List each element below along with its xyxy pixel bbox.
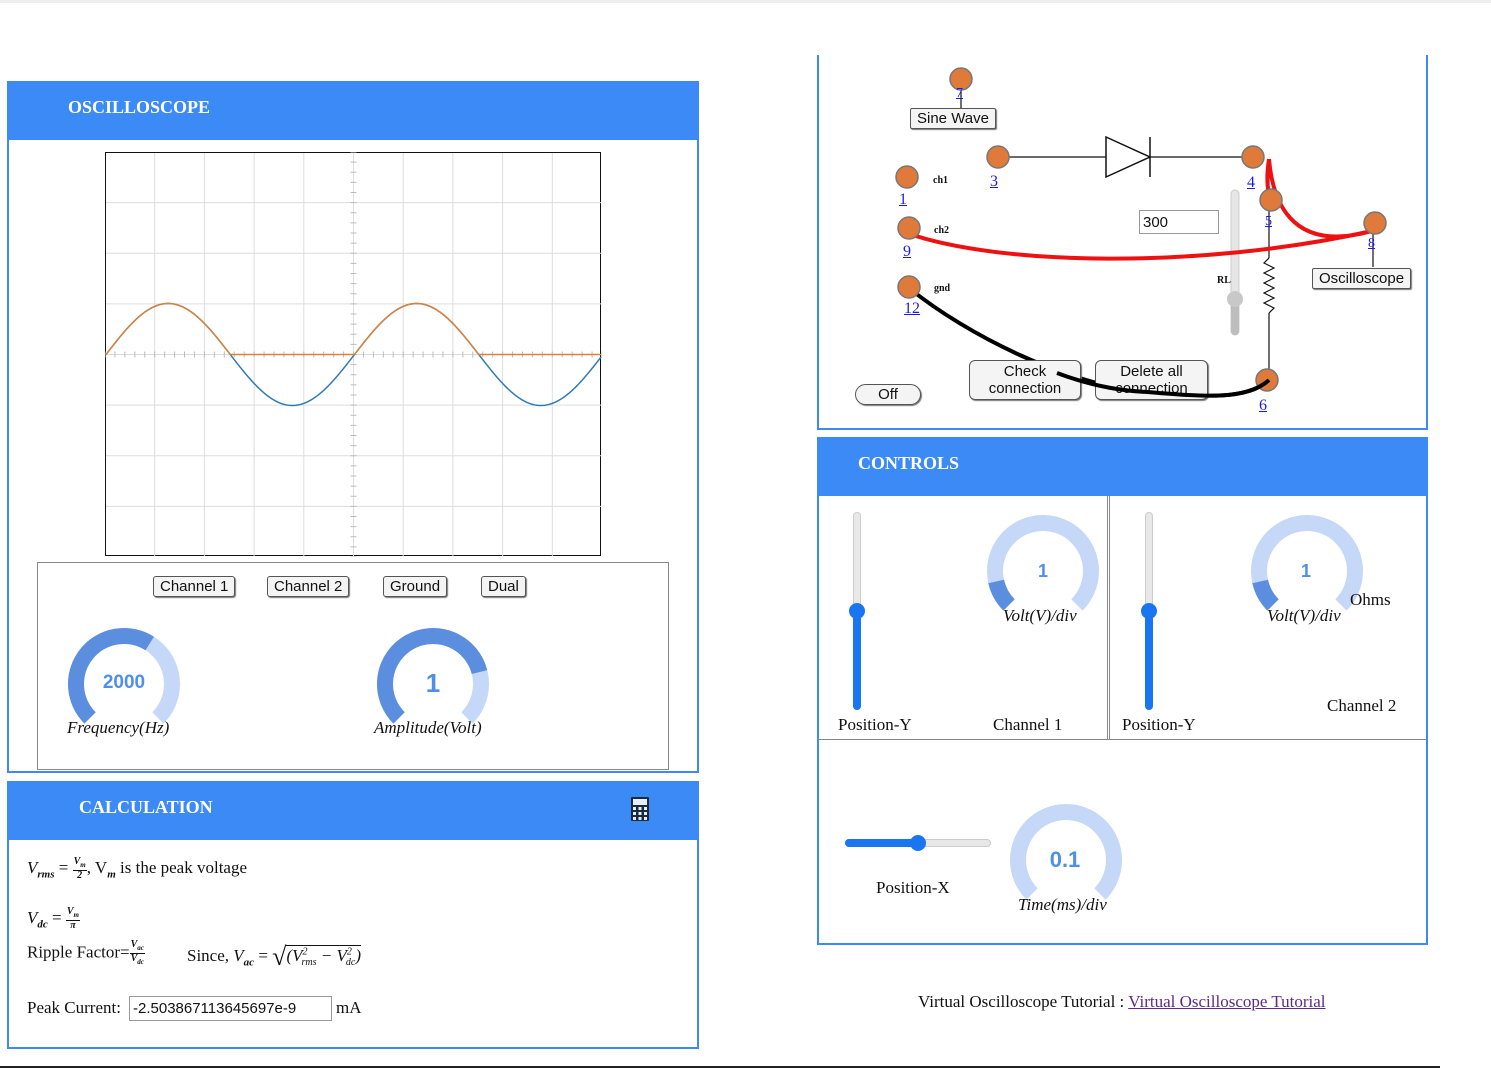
knob-track [987,515,1099,611]
node-4 [1241,145,1265,169]
amplitude-knob[interactable] [372,624,494,724]
bottom-rule [0,1066,1440,1068]
ch2-position-label: Position-Y [1122,715,1196,734]
amplitude-label: Amplitude(Volt) [374,718,482,737]
ch2-label: ch2 [934,225,949,236]
knob-fill [68,628,154,724]
ground-button[interactable]: Ground [383,576,448,597]
rl-slider-thumb [1227,291,1243,307]
peak-current-unit: mA [336,998,362,1017]
vrms-formula: Vrms = Vm 2, Vm is the peak voltage [27,856,248,881]
node-8-label[interactable]: 8 [1368,236,1375,251]
node-6 [1255,368,1279,392]
frequency-value: 2000 [102,672,146,693]
x-position-thumb[interactable] [910,835,926,851]
frequency-label: Frequency(Hz) [67,718,170,737]
ch1-position-fill [853,611,861,710]
ch1-position-label: Position-Y [838,715,912,734]
knob-fill [1252,579,1280,611]
vdc-formula: Vdc = Vm π [27,906,80,931]
ch1-volt-label: Volt(V)/div [1003,606,1077,625]
knob-fill [377,628,488,724]
off-button[interactable]: Off [855,384,921,405]
circuit-panel [817,55,1428,430]
node-12 [897,275,921,299]
node-3 [986,145,1010,169]
gnd-label: gnd [934,283,951,294]
node-9 [897,216,921,240]
knob-fill [988,579,1016,611]
channel1-trace [105,302,601,356]
oscilloscope-title: OSCILLOSCOPE [68,97,211,117]
node-12-label[interactable]: 12 [904,300,920,317]
node-3-label[interactable]: 3 [990,173,998,190]
since-label: Since, [187,945,234,965]
node-5 [1259,188,1283,212]
controls-header: CONTROLS [817,437,1428,496]
vrms-desc-tail: is the peak voltage [115,857,248,877]
node-7-label[interactable]: 7 [956,86,963,101]
calculator-icon[interactable] [631,797,649,821]
controls-divider-v [1107,496,1110,740]
check-connection-button[interactable]: Check connection [969,360,1081,400]
ch2-volt-value: 1 [1300,561,1311,581]
vrms-desc-sub: m [107,868,116,881]
node-4-label[interactable]: 4 [1247,174,1255,191]
rl-label: RL [1217,275,1231,286]
calculation-header: CALCULATION [7,781,699,840]
ch1-label: ch1 [933,175,948,186]
diode-icon [1105,135,1152,179]
node-5-label[interactable]: 5 [1265,214,1272,229]
node-9-label[interactable]: 9 [903,243,911,260]
node-1-label[interactable]: 1 [899,191,907,208]
controls-divider-h [819,739,1426,740]
node-1 [895,165,919,189]
time-label: Time(ms)/div [1018,895,1107,914]
frequency-knob[interactable] [63,624,185,724]
peak-current-label: Peak Current: [27,998,121,1017]
amplitude-value: 1 [425,668,441,698]
peak-current-input[interactable] [129,996,332,1021]
footer-text: Virtual Oscilloscope Tutorial : [918,992,1129,1011]
channel2-button[interactable]: Channel 2 [267,576,350,597]
oscilloscope-header: OSCILLOSCOPE [7,81,699,140]
ch1-volt-value: 1 [1037,561,1048,581]
footer-link[interactable]: Virtual Oscilloscope Tutorial [1128,992,1326,1011]
footer: Virtual Oscilloscope Tutorial : Virtual … [918,992,1326,1012]
x-position-fill [845,839,918,847]
ch1-position-thumb[interactable] [849,603,865,619]
oscilloscope-screen [105,152,602,557]
controls-title: CONTROLS [858,453,960,473]
ch2-position-fill [1145,611,1153,710]
since-formula: Since, Vac = √(V2rms − V2dc) [187,942,361,971]
ripple-formula: Ripple Factor= Vac Vdc [27,939,145,966]
ch2-channel-label: Channel 2 [1327,696,1397,715]
oscilloscope-box: Oscilloscope [1312,268,1412,289]
ch1-volt-knob[interactable] [982,511,1104,611]
dual-button[interactable]: Dual [481,576,526,597]
knob-track [1251,515,1363,611]
node-6-label[interactable]: 6 [1259,397,1267,414]
resistor-icon [1262,257,1276,314]
resistor-value-input[interactable] [1139,210,1219,234]
knob-track [1010,804,1122,900]
node-8 [1363,211,1387,235]
scope-controls-box [37,562,669,770]
ch2-ohms-label: Ohms [1350,590,1391,609]
delete-connection-button[interactable]: Delete all connection [1095,360,1208,400]
time-value: 0.1 [1049,847,1081,872]
calculation-title: CALCULATION [79,797,213,817]
ch1-channel-label: Channel 1 [993,715,1063,734]
ch2-volt-label: Volt(V)/div [1267,606,1341,625]
vrms-desc: , V [86,857,108,877]
channel1-button[interactable]: Channel 1 [153,576,236,597]
top-border [0,0,1491,3]
time-knob[interactable] [1005,800,1127,900]
node-7 [949,67,973,91]
sine-wave-box: Sine Wave [910,108,996,129]
x-position-label: Position-X [876,878,950,897]
ch2-position-thumb[interactable] [1141,603,1157,619]
ripple-label: Ripple Factor= [27,942,130,962]
ch2-volt-knob[interactable] [1246,511,1368,611]
